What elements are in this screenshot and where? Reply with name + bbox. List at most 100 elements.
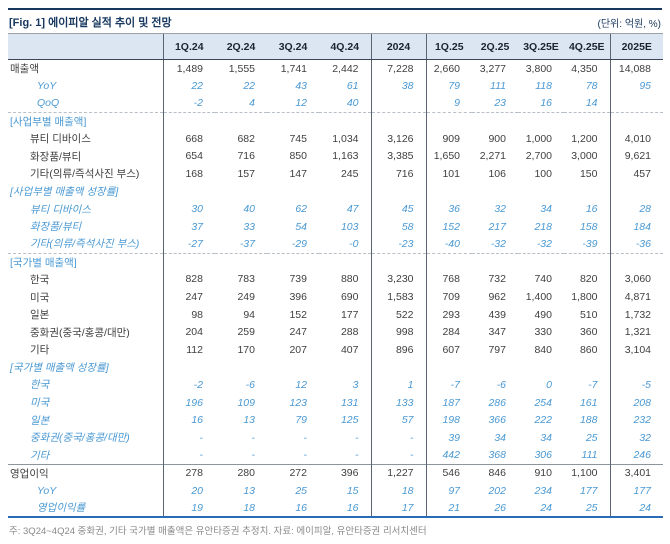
cell-value: 16: [585, 203, 598, 216]
table-row: 일본 98 94 152 177 522 293 439 490 510 1,732: [8, 305, 663, 324]
cell-value: -: [162, 446, 215, 465]
table-row: 일본 16 13 79 125 57 198 366 222 188 232: [8, 411, 663, 429]
cell-value: 1,321: [609, 323, 663, 341]
cell-value: 40: [243, 203, 255, 216]
cell-value: 360: [579, 326, 598, 339]
cell-value: 14: [585, 97, 598, 110]
cell-value: 106: [488, 167, 506, 180]
cell-value: 218: [534, 220, 552, 233]
figure-title: [Fig. 1] 에이피알 실적 추이 및 전망: [9, 17, 172, 29]
cell-value: [267, 252, 319, 271]
cell-value: 2,271: [479, 150, 506, 163]
cell-value: 222: [534, 414, 552, 427]
cell-value: 1,800: [571, 291, 598, 304]
cell-value: 19: [162, 499, 215, 518]
cell-value: 21: [425, 499, 472, 518]
cell-value: 3,000: [571, 150, 598, 163]
cell-value: 208: [609, 393, 663, 412]
cell-value: 177: [340, 308, 359, 321]
cell-value: 26: [472, 499, 518, 518]
cell-value: 152: [289, 308, 307, 321]
cell-value: [162, 182, 215, 201]
cell-value: 45: [370, 200, 426, 218]
cell-value: 234: [534, 484, 552, 497]
unit-note: (단위: 억원, %): [597, 19, 661, 30]
table-row: [국가별 매출액]: [8, 252, 663, 271]
cell-value: 249: [237, 291, 255, 304]
table-row: [국가별 매출액 성장률]: [8, 358, 663, 377]
row-label: 화장품/뷰티: [30, 221, 82, 234]
cell-value: 43: [295, 79, 307, 92]
cell-value: 880: [340, 273, 359, 286]
cell-value: 259: [237, 326, 255, 339]
cell-value: 768: [425, 270, 472, 289]
cell-value: 207: [289, 343, 307, 356]
cell-value: 732: [488, 273, 506, 286]
table-row: 중화권(중국/홍콩/대만) 204 259 247 288 998 284 347 330 360…: [8, 323, 663, 341]
cell-value: 20: [162, 481, 215, 500]
table-row: 한국 -2 -6 12 3 1 -7 -6 0 -7 -5: [8, 376, 663, 394]
table-body: 매출액 1,489 1,555 1,741 2,442 7,228 2,660 3,277 3,…: [8, 59, 663, 518]
cell-value: 1,227: [370, 463, 426, 482]
cell-value: -32: [490, 237, 506, 250]
cell-value: 101: [425, 165, 472, 183]
cell-value: 522: [370, 305, 426, 324]
cell-value: 54: [295, 220, 307, 233]
cell-value: [215, 183, 267, 201]
cell-value: 103: [340, 220, 359, 233]
column-header: 1Q.24: [162, 33, 215, 60]
cell-value: -: [370, 428, 426, 447]
cell-value: 293: [425, 305, 472, 324]
cell-value: 3,126: [370, 129, 426, 148]
cell-value: 32: [494, 203, 506, 216]
table-row: QoQ -2 4 12 40 9 23 16 14: [8, 94, 663, 113]
cell-value: [267, 111, 319, 130]
cell-value: 177: [609, 481, 663, 500]
cell-value: 62: [295, 203, 307, 216]
cell-value: 125: [340, 414, 359, 427]
cell-value: 36: [425, 200, 472, 218]
cell-value: 716: [237, 150, 255, 163]
cell-value: 161: [579, 396, 598, 409]
cell-value: 739: [289, 273, 307, 286]
cell-value: [425, 252, 472, 271]
cell-value: 280: [215, 463, 267, 482]
cell-value: 196: [162, 393, 215, 412]
row-label: 영업이익: [8, 463, 163, 482]
cell-value: 97: [425, 481, 472, 500]
cell-value: 998: [370, 323, 426, 341]
cell-value: [267, 359, 319, 377]
cell-value: [319, 252, 371, 271]
cell-value: 1,555: [228, 62, 255, 75]
cell-value: [319, 359, 371, 377]
row-label: 미국: [30, 397, 50, 410]
cell-value: 1,583: [370, 288, 426, 306]
cell-value: 112: [162, 341, 215, 359]
cell-value: 246: [609, 446, 663, 465]
cell-value: [267, 183, 319, 201]
cell-value: -7: [588, 378, 598, 391]
cell-value: 740: [534, 273, 552, 286]
table-row: 미국 196 109 123 131 133 187 286 254 161 208: [8, 393, 663, 412]
cell-value: 247: [162, 288, 215, 306]
cell-value: 17: [370, 499, 426, 518]
cell-value: 396: [319, 463, 371, 482]
cell-value: 510: [579, 308, 598, 321]
row-label: 기타: [30, 344, 50, 357]
cell-value: 3,401: [609, 463, 663, 482]
cell-value: 123: [289, 396, 307, 409]
column-header: 4Q.25E: [564, 33, 610, 60]
cell-value: 39: [425, 428, 472, 447]
cell-value: 278: [162, 463, 215, 482]
table-row: 중화권(중국/홍콩/대만) - - - - -39 34 34 25 32: [8, 428, 663, 447]
table-row: 기타 112 170 207 407 896 607 797 840 860 3,104: [8, 341, 663, 359]
column-header: 2025E: [609, 33, 663, 60]
cell-value: 366: [488, 414, 506, 427]
cell-value: 668: [162, 129, 215, 148]
cell-value: 61: [346, 79, 359, 92]
row-label: 일본: [30, 414, 50, 427]
row-label: YoY: [37, 484, 57, 497]
row-label: QoQ: [37, 97, 60, 110]
table-row: [사업부별 매출액 성장률]: [8, 182, 663, 201]
cell-value: [518, 111, 564, 130]
